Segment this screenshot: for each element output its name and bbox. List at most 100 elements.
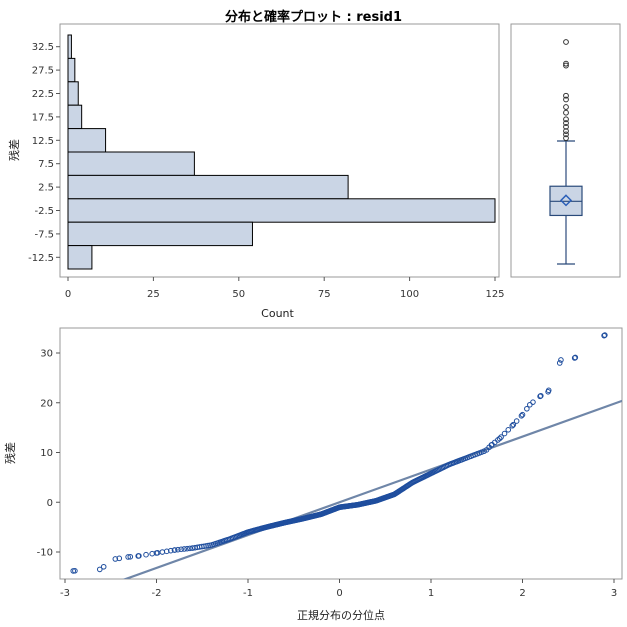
boxplot-frame [510,23,621,278]
qq-point [488,442,495,448]
y-tick-label: 7.5 [38,159,54,170]
x-tick-label: 50 [232,289,245,300]
x-tick-label: -3 [60,588,70,599]
y-tick-label: 22.5 [32,89,54,100]
outlier-point [563,109,569,116]
histogram-bar [67,104,83,130]
qq-point [135,553,141,559]
qq-point [125,554,131,560]
x-tick-label: 25 [147,289,160,300]
qq-point [538,392,544,399]
y-axis-label: 残差 [7,139,21,161]
qq-point [96,566,103,573]
mean-marker [559,194,573,207]
x-tick-label: 3 [611,588,617,599]
qq-point [149,550,155,557]
x-axis-label: Count [261,307,294,320]
qq-frame [59,327,623,580]
qq-point [178,546,184,553]
qq-point [513,418,520,424]
qq-point [571,355,578,361]
histogram-bar [67,245,93,270]
outlier-point [563,123,569,130]
histogram-frame [59,23,500,278]
qq-point [116,555,123,562]
outlier-point [563,60,569,67]
x-tick-label: 75 [318,289,331,300]
x-tick-label: -1 [243,588,253,599]
y-tick-label: 10 [40,448,53,459]
qq-point [558,357,564,363]
y-tick-label: 32.5 [32,42,54,53]
qq-point [184,545,190,552]
qq-point [509,422,516,429]
y-axis-label: 残差 [3,442,17,464]
qq-point [187,545,193,552]
x-tick-label: 100 [400,289,419,300]
y-tick-label: -10 [37,548,53,559]
x-tick-label: 0 [65,289,71,300]
outlier-point [563,120,569,126]
x-tick-label: 2 [519,588,525,599]
outlier-point [563,104,569,110]
x-tick-label: 1 [428,588,434,599]
qq-point [172,547,178,553]
qq-point [127,553,134,560]
outlier-point [563,62,569,69]
y-tick-label: 17.5 [32,112,54,123]
histogram-bar [67,198,496,223]
qq-point [175,546,181,553]
y-tick-label: 20 [40,398,53,409]
x-tick-label: 0 [336,588,342,599]
x-axis-label: 正規分布の分位点 [297,608,385,622]
histogram-bar [67,57,76,83]
histogram-bar [67,221,253,247]
y-tick-label: 2.5 [38,183,54,194]
x-tick-label: -2 [152,588,162,599]
boxplot-panel [510,23,621,278]
qq-point [519,411,526,418]
qq-point [505,427,512,433]
qq-point [153,550,160,556]
qq-point [501,430,508,437]
y-tick-label: -2.5 [34,206,54,217]
histogram-bar [67,81,79,106]
outlier-point [563,92,569,99]
qq-point [518,413,525,419]
histogram-bar [67,174,349,200]
qq-point [527,401,533,408]
qq-point [524,405,530,412]
qq-point [143,551,149,558]
histogram-bar [67,128,107,153]
qq-point [602,332,608,338]
chart-title: 分布と確率プロット : resid1 [224,10,403,25]
qq-point [510,421,517,428]
qq-point [496,435,503,442]
y-tick-label: 0 [47,498,53,509]
y-tick-label: -12.5 [28,253,54,264]
qq-point [203,543,209,549]
outlier-point [563,96,569,103]
outlier-point [563,116,569,123]
qq-point [498,434,504,440]
outlier-point [563,128,569,134]
qq-point [70,568,77,574]
qq-point [163,548,170,555]
reference-line [122,399,622,579]
qq-point [112,556,119,562]
outlier-point [563,39,569,45]
histogram-panel: 32.5 27.5 22.5 17.5 12.5 7.5 2.5 -2.5 -7.5 -12.5 0… [7,23,505,320]
outlier-point [563,135,569,142]
y-tick-label: 27.5 [32,66,54,77]
qq-point [545,389,551,395]
y-tick-label: -7.5 [34,229,54,240]
y-tick-label: 12.5 [32,136,54,147]
y-tick-label: 30 [40,349,53,360]
qq-point [556,360,563,366]
histogram-bar [67,34,72,59]
histogram-bar [67,151,195,176]
qq-point [159,549,166,555]
outlier-point [563,131,569,138]
